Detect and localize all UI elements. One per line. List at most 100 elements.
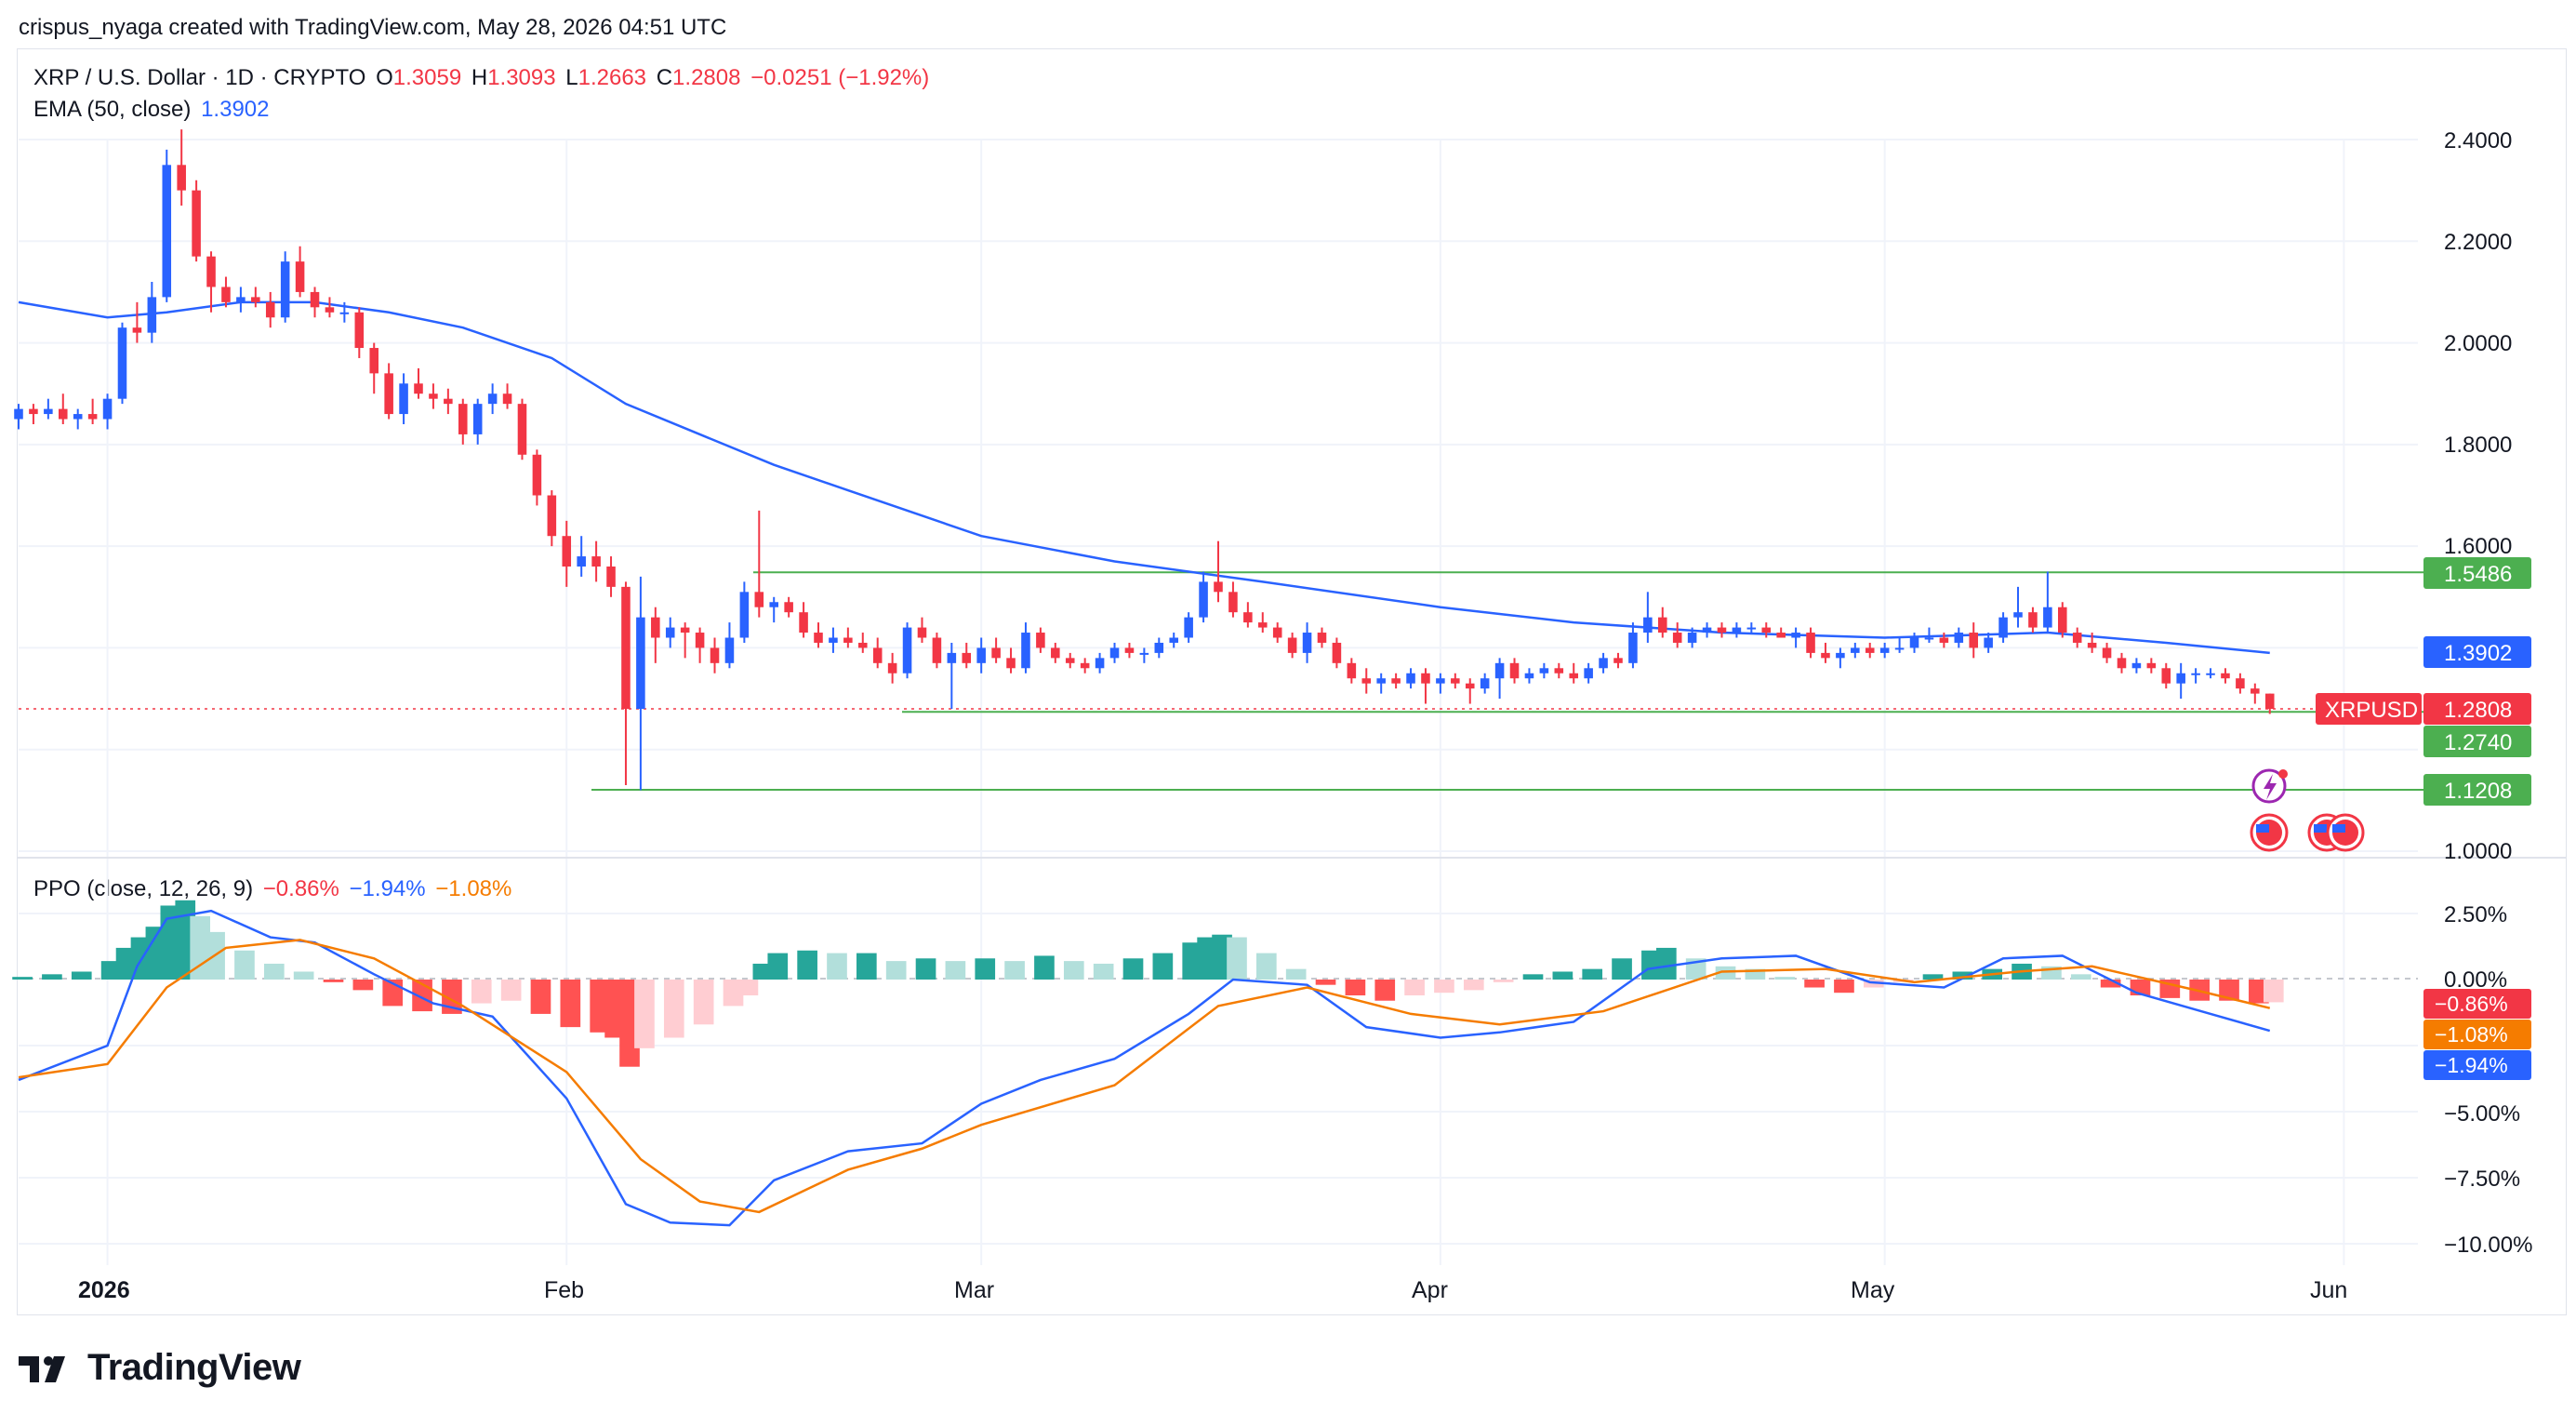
price-axis[interactable]: 2.4000 2.2000 2.0000 1.8000 1.6000 1.000… [2444, 128, 2512, 864]
candle-body [1258, 622, 1268, 628]
candle-body [1214, 581, 1223, 593]
ppo-histogram-bar [2263, 980, 2284, 1003]
candle-body [577, 556, 586, 567]
chart-credit: crispus_nyaga created with TradingView.c… [19, 15, 727, 40]
event-icons[interactable] [2250, 768, 2365, 852]
candle-body [1154, 642, 1164, 653]
candle-body [739, 592, 750, 638]
candle-body [87, 414, 98, 420]
price-tick: 1.6000 [2444, 534, 2512, 559]
candle-body [2236, 678, 2245, 689]
time-axis[interactable]: 2026 Feb Mar Apr May Jun [78, 1277, 2347, 1303]
candle-body [1095, 658, 1105, 669]
brand-logo[interactable]: TradingView [19, 1347, 301, 1389]
ppo-hist-value: −0.86% [262, 876, 339, 901]
candle-body [2043, 607, 2052, 628]
candle-body [1954, 633, 1964, 643]
candle-body [2058, 607, 2067, 633]
ema-label[interactable]: EMA (50, close) [33, 97, 192, 122]
ppo-histogram-bar [1093, 963, 1114, 980]
high-value: 1.3093 [487, 65, 556, 90]
ppo-tags[interactable]: −0.86% −1.08% −1.94% [2423, 989, 2531, 1080]
ppo-histogram-bar [1152, 953, 1174, 980]
us-flag-canton-icon [2314, 824, 2327, 833]
time-tick: Feb [544, 1277, 584, 1303]
ppo-signal-tag [2423, 1020, 2531, 1049]
ppo-hist-tag-text: −0.86% [2435, 992, 2508, 1016]
candle-body [680, 627, 690, 633]
candle-body [251, 297, 260, 302]
ppo-histogram-bar [293, 971, 314, 980]
candle-body [1228, 592, 1238, 613]
ppo-legend: PPO (close, 12, 26, 9) −0.86% −1.94% −1.… [33, 876, 515, 902]
candle-body [2117, 658, 2127, 669]
ema-line [18, 300, 2270, 655]
candle-body [2251, 688, 2260, 694]
candle-body [1169, 637, 1178, 643]
us-flag-canton-icon [2256, 824, 2269, 833]
ppo-value: −1.94% [349, 876, 426, 901]
ppo-histogram-bar [1345, 980, 1366, 996]
ppo-histogram-bar [42, 974, 62, 980]
candle-body [814, 633, 823, 643]
candle-body [1051, 647, 1060, 659]
ppo-tick: −10.00% [2444, 1233, 2532, 1258]
candle-body [517, 404, 527, 455]
candle-body [2206, 673, 2215, 675]
candle-body [280, 261, 290, 318]
price-tick: 2.4000 [2444, 128, 2512, 153]
candle-body [1302, 633, 1312, 653]
ppo-histogram-bar [2219, 980, 2239, 1001]
price-tags[interactable]: 1.5486 1.3902 XRPUSD 1.2808 1.2740 1.120… [2316, 557, 2531, 806]
ppo-tick: −5.00% [2444, 1101, 2520, 1127]
ppo-histogram-bar [2100, 980, 2121, 988]
ppo-histogram-bar [975, 958, 996, 980]
ppo-histogram-bar [693, 980, 714, 1025]
ppo-histogram-bar [1804, 980, 1825, 988]
ppo-tick: 2.50% [2444, 902, 2507, 927]
candle-body [265, 301, 275, 318]
candle-body [858, 642, 868, 648]
change-value: −0.0251 (−1.92%) [750, 65, 930, 90]
ppo-axis[interactable]: 2.50% 0.00% −5.00% −7.50% −10.00% [2444, 902, 2532, 1258]
high-label: H [471, 65, 488, 90]
candle-body [1480, 678, 1490, 689]
low-value: 1.2663 [578, 65, 647, 90]
ppo-histogram-bar [1774, 977, 1796, 980]
symbol-title[interactable]: XRP / U.S. Dollar · 1D · CRYPTO [33, 65, 366, 90]
candle-body [2221, 673, 2230, 679]
candles [14, 129, 2275, 791]
candle-body [2102, 647, 2112, 659]
ppo-histogram-bar [663, 980, 684, 1038]
candle-body [1761, 627, 1772, 633]
candle-body [2146, 662, 2157, 669]
ppo-histogram-bar [1922, 974, 1944, 980]
candle-body [1391, 678, 1401, 684]
candle-body [221, 287, 231, 302]
candle-body [947, 652, 957, 663]
candle-body [932, 637, 942, 663]
candle-body [754, 592, 764, 607]
candle-body [2264, 693, 2275, 709]
ppo-histogram-bar [471, 980, 492, 1004]
low-tag [2423, 774, 2531, 806]
candle-body [2191, 673, 2200, 675]
lightning-glyph-icon [2264, 774, 2277, 800]
candle-body [502, 393, 512, 405]
candle-body [902, 627, 912, 673]
ema-tag-text: 1.3902 [2444, 641, 2512, 666]
candle-body [73, 414, 83, 420]
ppo-histogram-bar [1285, 968, 1307, 980]
ppo-label[interactable]: PPO (close, 12, 26, 9) [33, 876, 254, 901]
candle-body [1465, 683, 1475, 689]
last-price-tag-text: 1.2808 [2444, 698, 2512, 723]
ema-value: 1.3902 [201, 97, 270, 122]
last-price-tag [2423, 693, 2531, 725]
ema-tag [2423, 636, 2531, 668]
candle-body [547, 495, 557, 537]
ppo-histogram-bar [1656, 947, 1677, 980]
candle-body [1746, 627, 1757, 630]
candle-body [1836, 652, 1845, 659]
candle-body [1643, 617, 1653, 633]
